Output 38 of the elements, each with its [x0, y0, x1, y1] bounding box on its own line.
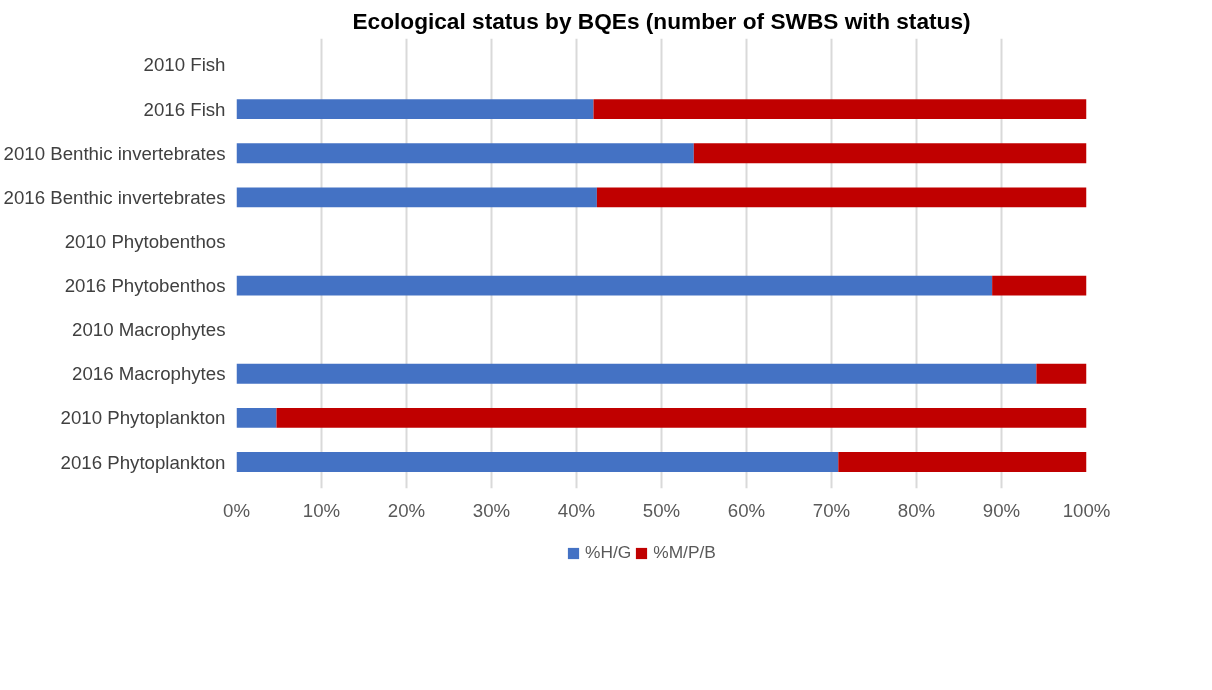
y-tick-label: 2010 Phytobenthos: [64, 230, 226, 252]
x-tick-label: 30%: [472, 499, 511, 521]
x-tick-label: 10%: [302, 499, 341, 521]
legend-label: %H/G: [585, 542, 632, 563]
bar: [1036, 363, 1087, 384]
bar: [236, 407, 277, 428]
x-tick-label: 80%: [897, 499, 936, 521]
bar: [236, 452, 839, 472]
bar: [236, 143, 694, 164]
y-tick-label: 2010 Benthic invertebrates: [3, 142, 226, 164]
y-tick-label: 2010 Macrophytes: [72, 319, 226, 341]
bar: [838, 452, 1087, 472]
x-tick-label: 90%: [982, 499, 1021, 521]
y-tick-label: 2016 Benthic invertebrates: [3, 186, 226, 208]
bar: [693, 143, 1087, 164]
bar: [593, 99, 1087, 120]
bar: [236, 363, 1037, 384]
x-tick-label: 100%: [1062, 499, 1111, 521]
y-tick-label: 2010 Phytoplankton: [60, 407, 226, 429]
bar: [992, 275, 1087, 296]
y-tick-label: 2016 Phytoplankton: [60, 451, 226, 473]
y-tick-label: 2016 Phytobenthos: [64, 275, 226, 297]
bar: [236, 187, 597, 208]
y-tick-label: 2016 Macrophytes: [72, 363, 226, 385]
x-tick-label: 60%: [727, 499, 766, 521]
chart-title: Ecological status by BQEs (number of SWBS with status): [352, 7, 971, 34]
y-tick-label: 2010 Fish: [143, 54, 226, 76]
bar: [236, 275, 993, 296]
bar: [596, 187, 1087, 208]
bar: [276, 407, 1087, 428]
x-tick-label: 70%: [812, 499, 851, 521]
y-tick-label: 2016 Fish: [143, 98, 226, 120]
x-tick-label: 20%: [387, 499, 426, 521]
legend-label: %M/P/B: [653, 542, 716, 563]
x-tick-label: 50%: [642, 499, 681, 521]
bar: [236, 99, 594, 120]
x-tick-label: 40%: [557, 499, 596, 521]
x-tick-label: 0%: [223, 499, 250, 521]
